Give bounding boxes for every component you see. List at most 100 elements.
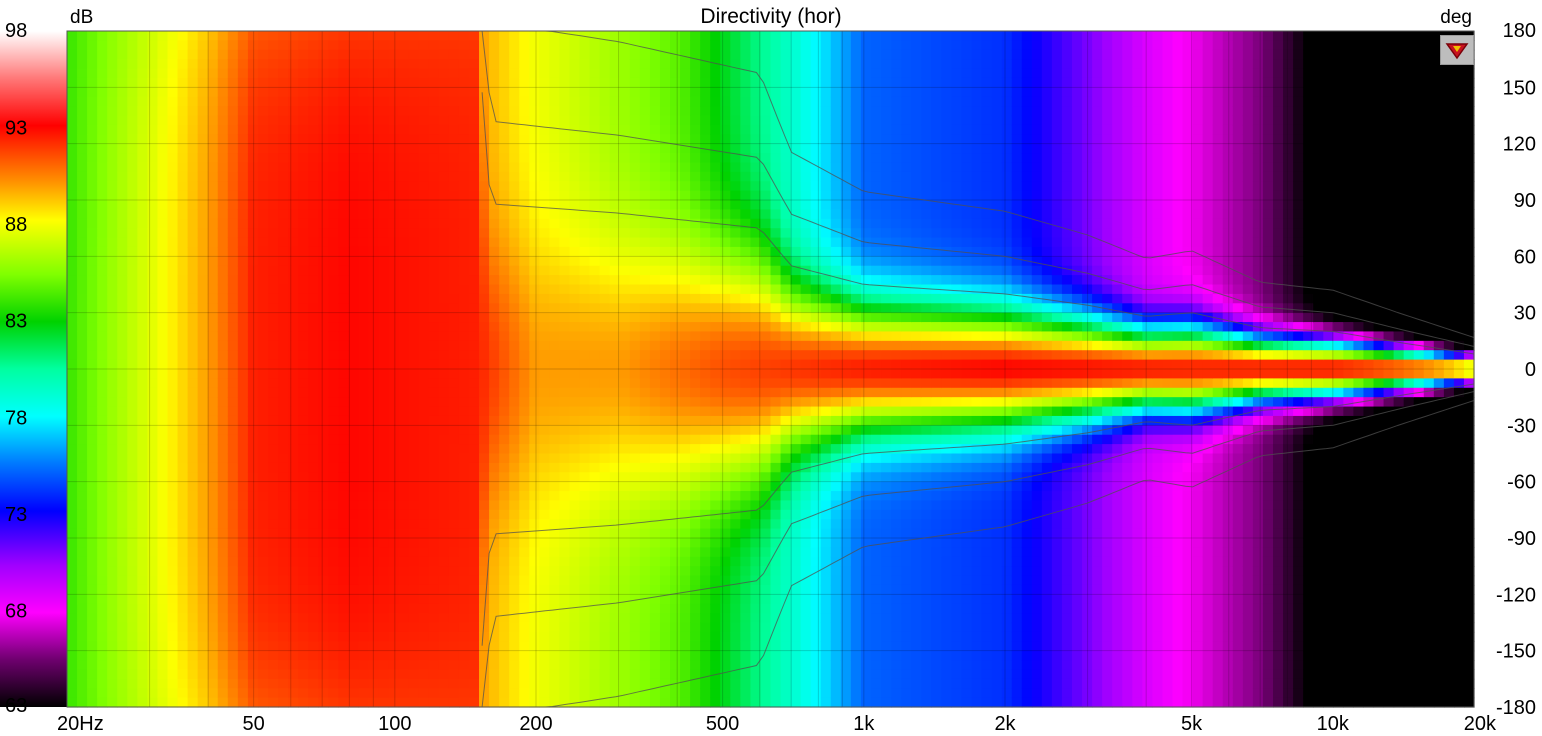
heatmap-cell bbox=[77, 359, 88, 370]
heatmap-cell bbox=[469, 96, 480, 107]
heatmap-cell bbox=[77, 387, 88, 398]
heatmap-cell bbox=[358, 312, 370, 323]
heatmap-cell bbox=[710, 153, 721, 164]
heatmap-cell bbox=[227, 153, 239, 164]
heatmap-cell bbox=[629, 547, 641, 558]
heatmap-cell bbox=[87, 350, 98, 361]
heatmap-cell bbox=[458, 387, 470, 398]
heatmap-cell bbox=[107, 303, 118, 314]
heatmap-cell bbox=[167, 331, 179, 342]
heatmap-cell bbox=[77, 200, 88, 210]
heatmap-cell bbox=[97, 59, 108, 70]
heatmap-cell bbox=[629, 444, 641, 455]
heatmap-cell bbox=[167, 293, 179, 304]
heatmap-cell bbox=[227, 425, 239, 436]
heatmap-cell bbox=[619, 331, 631, 342]
heatmap-cell bbox=[388, 387, 400, 398]
heatmap-cell bbox=[680, 218, 691, 229]
heatmap-cell bbox=[639, 49, 651, 60]
heatmap-cell bbox=[448, 509, 460, 520]
heatmap-cell bbox=[700, 303, 711, 314]
heatmap-cell bbox=[740, 40, 751, 51]
heatmap-cell bbox=[529, 472, 540, 483]
heatmap-cell bbox=[519, 519, 530, 530]
heatmap-cell bbox=[670, 584, 681, 595]
heatmap-cell bbox=[217, 303, 229, 314]
heatmap-cell bbox=[750, 387, 762, 398]
heatmap-cell bbox=[499, 96, 510, 107]
heatmap-cell bbox=[217, 566, 229, 577]
heatmap-cell bbox=[589, 59, 601, 70]
heatmap-cell bbox=[217, 181, 229, 192]
heatmap-cell bbox=[519, 425, 530, 436]
colorbar-tick-label: 73 bbox=[5, 504, 27, 526]
heatmap-cell bbox=[167, 340, 179, 351]
heatmap-cell bbox=[338, 547, 349, 558]
heatmap-cell bbox=[398, 378, 410, 389]
heatmap-cell bbox=[700, 397, 711, 408]
heatmap-cell bbox=[77, 622, 88, 633]
heatmap-cell bbox=[117, 697, 128, 708]
heatmap-cell bbox=[469, 181, 480, 192]
heatmap-cell bbox=[328, 275, 339, 286]
heatmap-cell bbox=[569, 331, 581, 342]
heatmap-cell bbox=[438, 584, 450, 595]
heatmap-cell bbox=[247, 481, 259, 492]
heatmap-cell bbox=[318, 124, 329, 135]
heatmap-cell bbox=[368, 575, 380, 586]
heatmap-cell bbox=[227, 650, 239, 661]
heatmap-cell bbox=[649, 622, 661, 633]
heatmap-cell bbox=[690, 472, 701, 483]
heatmap-cell bbox=[730, 575, 741, 586]
heatmap-cell bbox=[448, 528, 460, 539]
heatmap-cell bbox=[519, 575, 530, 586]
heatmap-cell bbox=[97, 87, 108, 98]
heatmap-cell bbox=[257, 528, 269, 539]
heatmap-cell bbox=[278, 584, 289, 595]
heatmap-cell bbox=[107, 397, 118, 408]
heatmap-cell bbox=[549, 425, 561, 436]
heatmap-cell bbox=[127, 350, 138, 361]
heatmap-cell bbox=[328, 641, 339, 652]
heatmap-cell bbox=[268, 603, 279, 614]
heatmap-cell bbox=[700, 246, 711, 257]
heatmap-cell bbox=[378, 566, 390, 577]
heatmap-cell bbox=[649, 415, 661, 426]
heatmap-cell bbox=[529, 406, 540, 417]
heatmap-cell bbox=[549, 228, 561, 239]
heatmap-cell bbox=[639, 500, 651, 511]
heatmap-cell bbox=[177, 350, 189, 361]
heatmap-cell bbox=[569, 547, 581, 558]
heatmap-cell bbox=[318, 331, 329, 342]
heatmap-cell bbox=[308, 153, 319, 164]
heatmap-cell bbox=[428, 631, 440, 642]
heatmap-cell bbox=[117, 509, 128, 520]
heatmap-cell bbox=[408, 660, 420, 671]
heatmap-cell bbox=[77, 415, 88, 426]
heatmap-cell bbox=[569, 181, 581, 192]
heatmap-cell bbox=[257, 96, 269, 107]
heatmap-cell bbox=[690, 68, 701, 79]
heatmap-cell bbox=[489, 481, 500, 492]
heatmap-cell bbox=[438, 171, 450, 182]
heatmap-cell bbox=[268, 584, 279, 595]
heatmap-cell bbox=[458, 491, 470, 502]
heatmap-cell bbox=[87, 397, 98, 408]
heatmap-cell bbox=[67, 556, 78, 567]
heatmap-cell bbox=[448, 181, 460, 192]
heatmap-cell bbox=[207, 641, 219, 652]
heatmap-cell bbox=[328, 209, 339, 220]
heatmap-cell bbox=[649, 350, 661, 361]
heatmap-cell bbox=[469, 246, 480, 257]
heatmap-cell bbox=[700, 453, 711, 464]
heatmap-cell bbox=[77, 218, 88, 229]
heatmap-cell bbox=[137, 481, 148, 492]
heatmap-cell bbox=[479, 312, 490, 323]
heatmap-cell bbox=[670, 434, 681, 445]
heatmap-cell bbox=[670, 284, 681, 295]
heatmap-cell bbox=[479, 547, 490, 558]
heatmap-cell bbox=[257, 500, 269, 511]
heatmap-cell bbox=[388, 688, 400, 699]
heatmap-cell bbox=[750, 49, 762, 60]
heatmap-cell bbox=[549, 246, 561, 257]
